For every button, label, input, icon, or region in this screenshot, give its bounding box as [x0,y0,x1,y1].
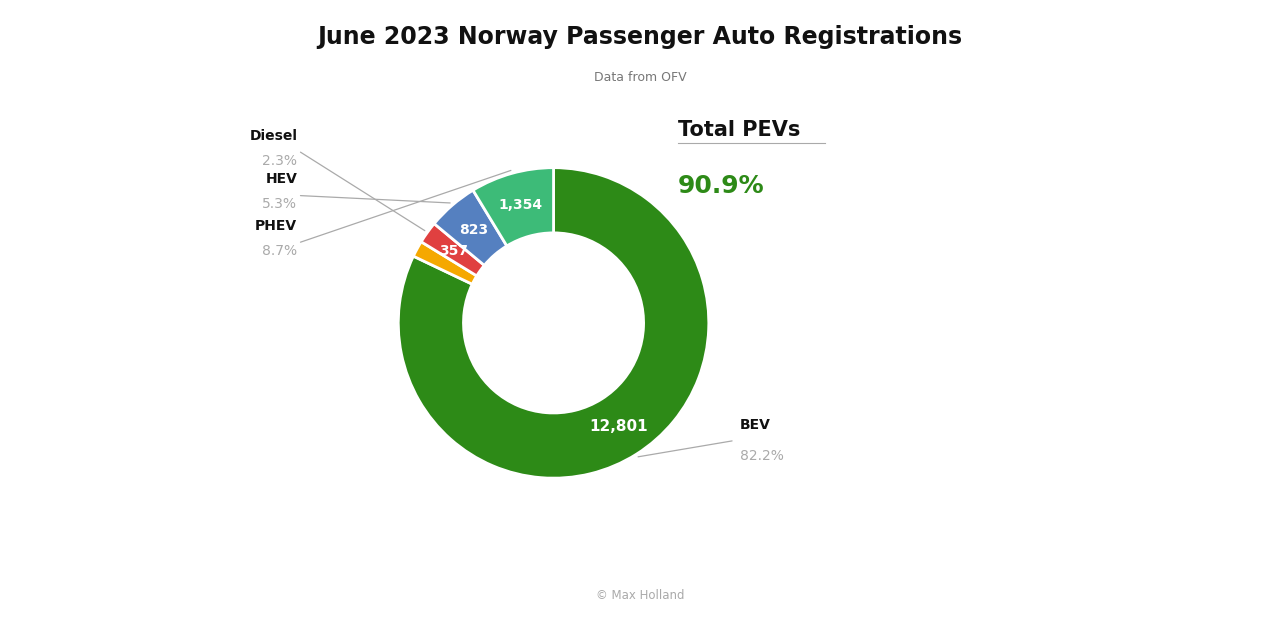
Text: 2.3%: 2.3% [262,153,297,168]
Wedge shape [413,242,476,284]
Text: 8.7%: 8.7% [262,243,297,258]
Text: PHEV: PHEV [255,219,297,233]
Text: 357: 357 [439,245,468,258]
Text: June 2023 Norway Passenger Auto Registrations: June 2023 Norway Passenger Auto Registra… [317,25,963,49]
Text: HEV: HEV [265,172,297,186]
Text: 823: 823 [460,223,488,237]
Text: BEV: BEV [740,417,771,432]
Text: © Max Holland: © Max Holland [595,589,685,602]
Wedge shape [434,190,507,265]
Text: 90.9%: 90.9% [677,174,764,198]
Wedge shape [474,168,553,246]
Text: Data from OFV: Data from OFV [594,71,686,84]
Text: 12,801: 12,801 [590,419,649,434]
Wedge shape [421,224,484,276]
Text: Total PEVs: Total PEVs [677,120,800,140]
Text: 82.2%: 82.2% [740,448,783,463]
Text: 1,354: 1,354 [498,198,543,212]
Text: 5.3%: 5.3% [262,197,297,211]
Wedge shape [398,168,709,478]
Text: Diesel: Diesel [250,129,297,143]
